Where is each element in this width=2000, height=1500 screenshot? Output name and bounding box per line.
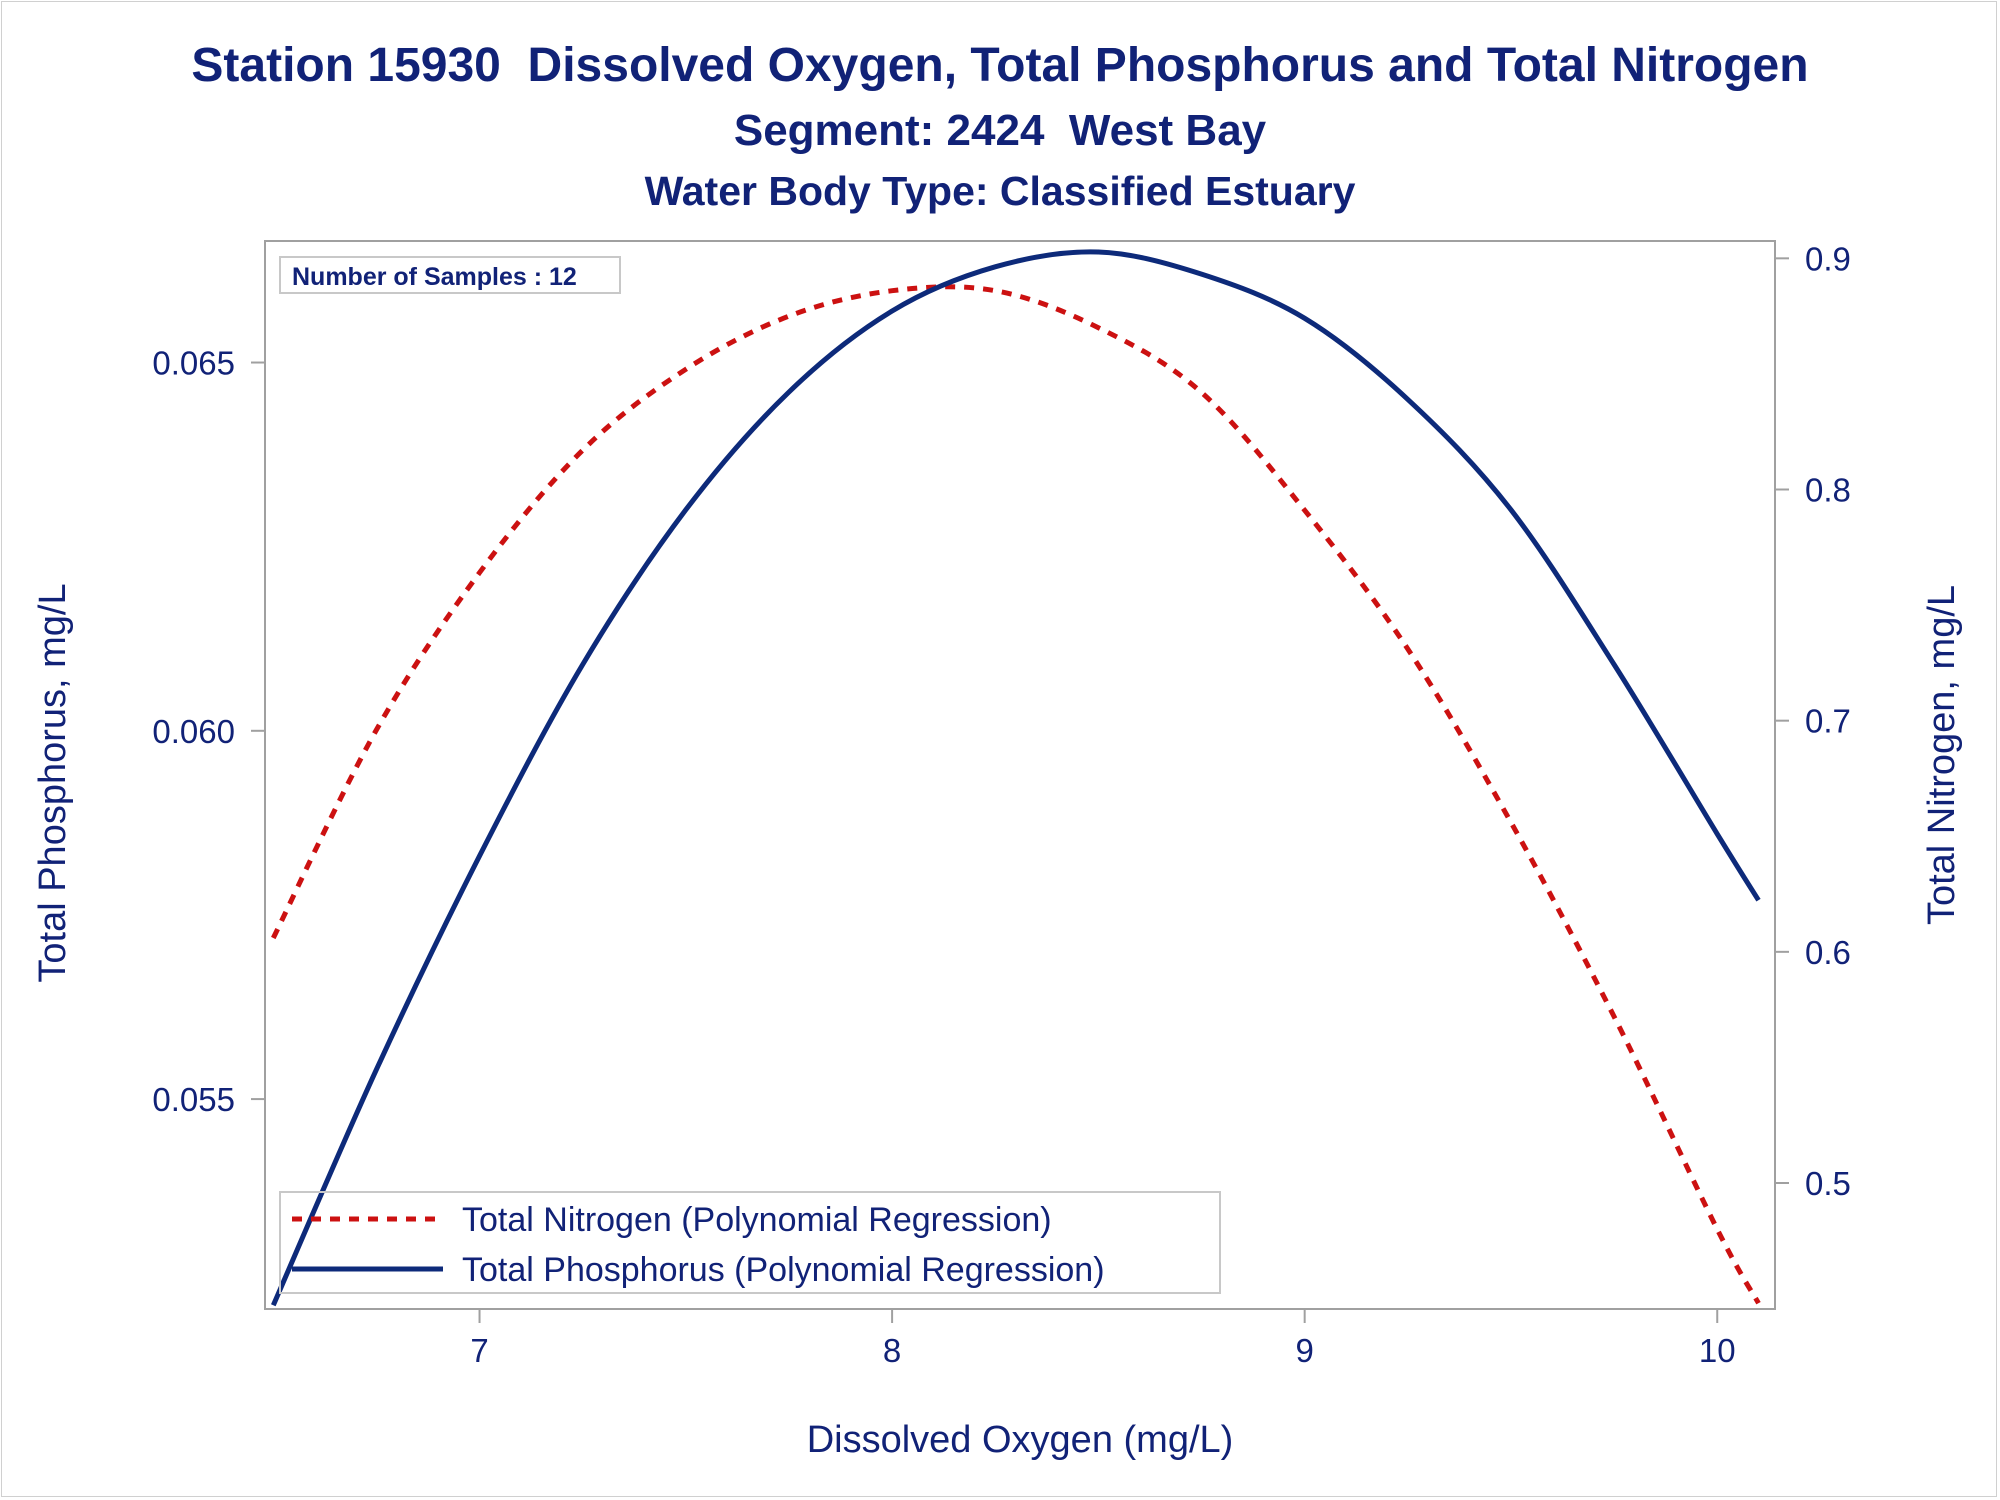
y-axis-right-label: Total Nitrogen, mg/L xyxy=(1921,585,1963,925)
annotation-border xyxy=(279,256,621,294)
x-axis: 7 8 9 10 xyxy=(470,1309,1736,1369)
chart-subtitle-segment: Segment: 2424 West Bay xyxy=(733,106,1267,155)
x-tick-label: 7 xyxy=(470,1332,488,1369)
y-right-tick-label: 0.9 xyxy=(1805,240,1851,277)
series-line-phosphorus xyxy=(271,249,1761,1307)
x-tick-label: 8 xyxy=(883,1332,901,1369)
y-axis-right: 0.5 0.6 0.7 0.8 0.9 xyxy=(1775,240,1851,1202)
chart-subtitle-water-body: Water Body Type: Classified Estuary xyxy=(644,168,1356,214)
y-right-tick-label: 0.7 xyxy=(1805,703,1851,740)
y-axis-left: 0.055 0.060 0.065 xyxy=(152,345,265,1118)
x-tick-label: 10 xyxy=(1699,1332,1736,1369)
series-line-nitrogen xyxy=(271,284,1761,1305)
legend: Total Nitrogen (Polynomial Regression) T… xyxy=(279,1191,1221,1294)
x-axis-label: Dissolved Oxygen (mg/L) xyxy=(807,1419,1234,1461)
plot-area xyxy=(264,240,1776,1310)
legend-label-phosphorus: Total Phosphorus (Polynomial Regression) xyxy=(462,1251,1105,1289)
y-left-tick-label: 0.065 xyxy=(152,345,235,382)
y-right-tick-label: 0.8 xyxy=(1805,472,1851,509)
x-tick-label: 9 xyxy=(1295,1332,1313,1369)
y-right-tick-label: 0.6 xyxy=(1805,934,1851,971)
y-left-tick-label: 0.060 xyxy=(152,713,235,750)
annotation-text: Number of Samples : 12 xyxy=(292,263,577,291)
sample-count-annotation: Number of Samples : 12 xyxy=(279,256,621,294)
legend-border xyxy=(279,1191,1221,1294)
chart-title: Station 15930 Dissolved Oxygen, Total Ph… xyxy=(191,39,1809,92)
series-layer xyxy=(271,249,1761,1307)
y-axis-left-label: Total Phosphorus, mg/L xyxy=(32,583,74,982)
y-left-tick-label: 0.055 xyxy=(152,1081,235,1118)
legend-label-nitrogen: Total Nitrogen (Polynomial Regression) xyxy=(462,1201,1052,1239)
y-right-tick-label: 0.5 xyxy=(1805,1165,1851,1202)
